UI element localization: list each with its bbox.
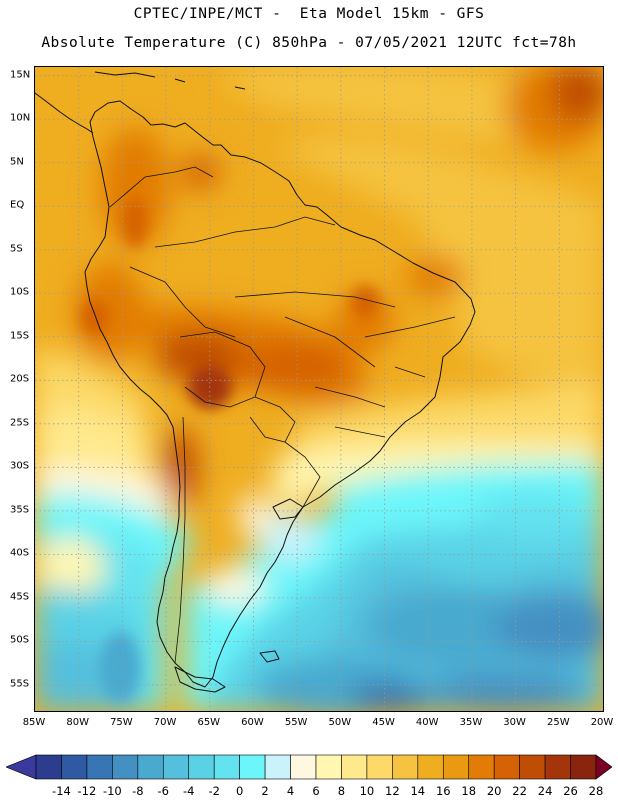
colorbar-label: 22 [512,784,527,798]
colorbar-swatch [519,754,546,780]
colorbar-swatch [493,754,520,780]
lon-label: 60W [241,717,264,728]
colorbar-swatch [417,754,444,780]
colorbar-swatch [366,754,393,780]
colorbar-label: 24 [537,784,553,798]
lat-label: 50S [10,634,30,646]
lat-label: 5S [10,243,23,255]
border-peru-brazil [129,266,236,338]
colorbar-label: 8 [337,784,346,798]
lon-label: 35W [459,717,483,728]
lon-label: 85W [22,717,46,728]
colorbar-label: 12 [385,784,400,798]
colorbar-swatch [468,754,495,780]
colorbar-label: 6 [312,784,320,798]
lon-label: 65W [197,717,221,728]
colorbar-swatch [86,754,113,780]
lon-label: 55W [284,717,308,728]
coastlines [35,71,476,693]
colorbar-label: -4 [182,784,195,798]
caribbean-islands [94,71,246,90]
colorbar-label: -6 [157,784,169,798]
border-brazil-north [154,216,336,248]
lat-label: 10S [10,286,30,298]
map-title-line-1: CPTEC/INPE/MCT - Eta Model 15km - GFS [133,6,485,22]
colorbar-right-arrow [595,754,612,780]
colorbar-swatch [162,754,190,780]
map-title-line-2: Absolute Temperature (C) 850hPa - 07/05/… [41,35,577,51]
colorbar-swatch [570,754,597,780]
colorbar-swatch [392,754,419,780]
border-chile-argentina [174,416,186,664]
south-america-coastline [84,100,476,688]
colorbar-label: 0 [235,784,244,798]
lon-label: 70W [153,717,177,728]
map-panel[interactable] [34,66,604,712]
lon-label: 40W [415,717,439,728]
lat-label: 35S [10,504,30,516]
border-bolivia [179,331,266,408]
colorbar-label: -2 [208,784,220,798]
colorbar-swatch [442,754,470,780]
colorbar-swatch [112,754,139,780]
lat-label: 15S [10,330,30,342]
lat-label: 15N [10,69,31,81]
lat-label: EQ [10,199,25,211]
colorbar-swatch [137,754,164,780]
colorbar-label: -10 [102,784,122,798]
colorbar-label: 18 [461,784,477,798]
colorbar-swatch [341,754,368,780]
colorbar-swatch [544,754,571,780]
border-paraguay [249,396,296,443]
temperature-map [35,67,603,711]
lat-label: 40S [10,547,30,559]
lat-label: 25S [10,417,30,429]
lon-label: 30W [503,717,526,728]
colorbar-label: 10 [359,784,375,798]
central-america-coastline [35,92,94,134]
lat-label: 45S [10,591,30,603]
colorbar-swatch [239,754,266,780]
colorbar-swatch [213,754,240,780]
lon-label: 20W [590,717,614,728]
lat-label: 55S [10,678,30,690]
colorbar-swatch [188,754,215,780]
lon-label: 80W [66,717,89,728]
border-argentina-brazil [284,441,321,508]
lon-label: 25W [546,717,570,728]
colorbar-label: -14 [52,784,71,798]
lon-label: 50W [328,717,352,728]
lon-label: 45W [372,717,395,728]
colorbar-label: 28 [588,784,604,798]
colorbar-label: 20 [486,784,502,798]
colorbar-swatch [61,754,88,780]
lat-label: 20S [10,373,30,385]
falkland-islands [259,650,280,663]
lat-lon-grid [35,67,603,711]
colorbar-left-arrow [6,754,37,780]
colorbar-swatch [264,754,291,780]
colorbar-label: 14 [410,784,426,798]
colorbar-swatch [315,754,342,780]
border-colombia-venezuela [109,166,214,208]
colorbar-swatch [35,754,62,780]
colorbar-label: 26 [563,784,578,798]
colorbar-label: -12 [77,784,97,798]
colorbar-label: 4 [286,784,295,798]
country-borders [109,166,456,664]
colorbar-label: -8 [132,784,144,798]
tierra-del-fuego [174,666,226,693]
lat-label: 10N [10,112,31,124]
colorbar-label: 16 [435,784,451,798]
lat-label: 30S [10,460,30,472]
colorbar-swatch [290,754,317,780]
rio-de-la-plata [272,498,304,520]
lon-label: 75W [110,717,133,728]
colorbar [6,754,612,780]
brazil-states [234,291,456,438]
colorbar-label: 2 [261,784,269,798]
lat-label: 5N [10,156,24,168]
